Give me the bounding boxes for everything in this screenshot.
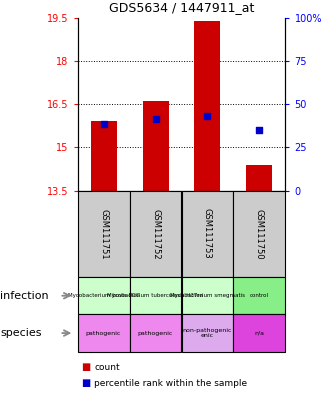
Text: percentile rank within the sample: percentile rank within the sample	[94, 379, 247, 387]
Bar	[194, 20, 220, 191]
Bar	[182, 277, 234, 314]
Text: Mycobacterium tuberculosis H37ra: Mycobacterium tuberculosis H37ra	[108, 293, 204, 298]
Point	[257, 127, 262, 133]
Bar	[78, 277, 129, 314]
Text: GSM111752: GSM111752	[151, 209, 160, 259]
Text: Mycobacterium bovis BCG: Mycobacterium bovis BCG	[68, 293, 140, 298]
Text: GSM111750: GSM111750	[255, 209, 264, 259]
Bar	[233, 191, 285, 277]
Bar	[78, 191, 129, 277]
Point	[153, 116, 158, 122]
Text: control: control	[250, 293, 269, 298]
Bar	[129, 277, 182, 314]
Text: GSM111751: GSM111751	[99, 209, 108, 259]
Text: pathogenic: pathogenic	[86, 331, 121, 336]
Text: GDS5634 / 1447911_at: GDS5634 / 1447911_at	[109, 1, 254, 14]
Bar	[129, 314, 182, 352]
Text: non-pathogenic
enic: non-pathogenic enic	[183, 328, 232, 338]
Bar	[233, 277, 285, 314]
Text: species: species	[0, 328, 42, 338]
Bar	[90, 121, 116, 191]
Text: pathogenic: pathogenic	[138, 331, 173, 336]
Bar	[129, 191, 182, 277]
Bar	[143, 101, 169, 191]
Text: count: count	[94, 363, 120, 372]
Bar	[182, 314, 234, 352]
Bar	[233, 314, 285, 352]
Text: GSM111753: GSM111753	[203, 208, 212, 259]
Text: ■: ■	[81, 362, 90, 373]
Point	[101, 121, 106, 127]
Text: infection: infection	[0, 291, 49, 301]
Text: n/a: n/a	[254, 331, 264, 336]
Bar	[182, 191, 234, 277]
Text: Mycobacterium smegmatis: Mycobacterium smegmatis	[170, 293, 245, 298]
Bar	[247, 165, 273, 191]
Point	[205, 112, 210, 119]
Text: ■: ■	[81, 378, 90, 388]
Bar	[78, 314, 129, 352]
